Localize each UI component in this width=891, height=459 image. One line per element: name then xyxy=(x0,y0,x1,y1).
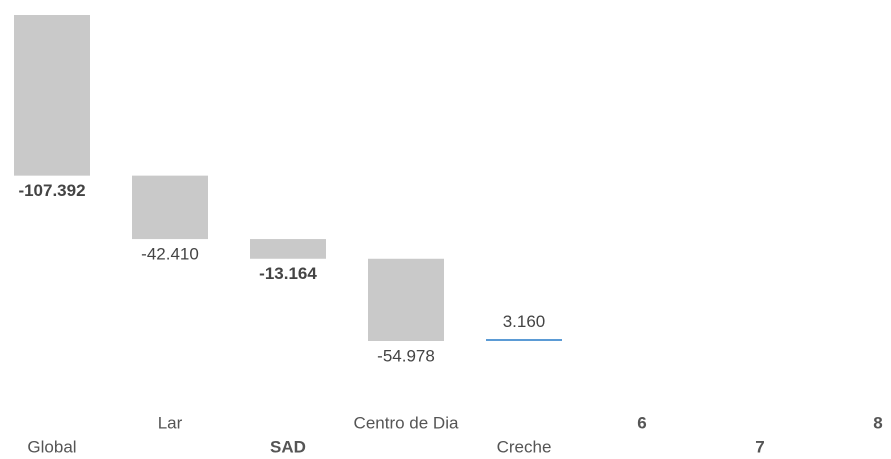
bar xyxy=(486,339,562,341)
x-tick-label: Creche xyxy=(497,437,552,456)
x-tick-label: 8 xyxy=(873,413,882,432)
x-tick-label: 6 xyxy=(637,413,646,432)
data-label: -107.392 xyxy=(18,181,85,200)
data-label: 3.160 xyxy=(503,312,546,331)
x-tick-label: Global xyxy=(27,437,76,456)
bar xyxy=(132,175,208,240)
bar xyxy=(14,15,90,176)
data-label: -42.410 xyxy=(141,245,199,264)
x-tick-label: Lar xyxy=(158,413,183,432)
data-label: -54.978 xyxy=(377,346,435,365)
bar xyxy=(250,239,326,259)
bar xyxy=(368,258,444,341)
x-tick-label: Centro de Dia xyxy=(354,413,459,432)
x-tick-label: 7 xyxy=(755,437,764,456)
data-label: -13.164 xyxy=(259,264,317,283)
x-tick-label: SAD xyxy=(270,437,306,456)
